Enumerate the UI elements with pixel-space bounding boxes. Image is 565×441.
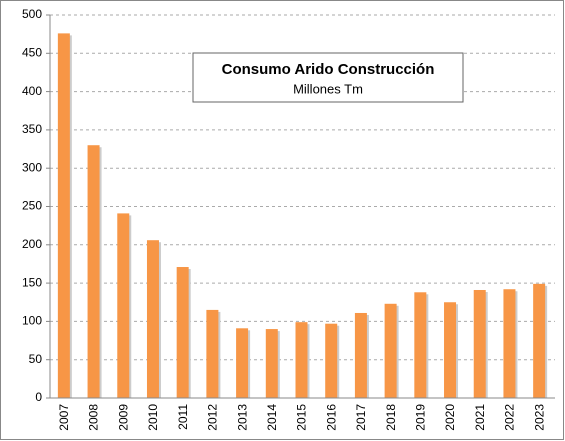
x-tick-label: 2009 bbox=[116, 404, 130, 431]
x-tick-label: 2012 bbox=[206, 404, 220, 431]
y-tick-label: 350 bbox=[22, 122, 42, 136]
bar bbox=[87, 145, 100, 398]
bar bbox=[176, 267, 189, 398]
title-box bbox=[192, 52, 464, 103]
bar bbox=[265, 329, 278, 398]
y-tick-label: 450 bbox=[22, 45, 42, 59]
y-tick-label: 500 bbox=[22, 7, 42, 21]
y-tick-label: 400 bbox=[22, 84, 42, 98]
bar bbox=[325, 323, 338, 398]
bar bbox=[146, 240, 159, 398]
y-tick-label: 300 bbox=[22, 160, 42, 174]
bar bbox=[444, 302, 457, 398]
x-tick-label: 2014 bbox=[265, 404, 279, 431]
bar bbox=[354, 312, 367, 398]
y-tick-label: 250 bbox=[22, 199, 42, 213]
x-tick-label: 2011 bbox=[176, 404, 190, 430]
x-tick-label: 2008 bbox=[87, 404, 101, 431]
bar bbox=[206, 309, 219, 398]
y-tick-label: 50 bbox=[29, 352, 43, 366]
y-tick-label: 100 bbox=[22, 314, 42, 328]
bar bbox=[236, 328, 249, 398]
bar bbox=[414, 292, 427, 398]
x-tick-label: 2020 bbox=[443, 404, 457, 431]
bar bbox=[503, 289, 516, 398]
x-tick-label: 2018 bbox=[384, 404, 398, 431]
x-tick-label: 2015 bbox=[295, 404, 309, 431]
x-tick-label: 2017 bbox=[354, 404, 368, 431]
chart-subtitle: Millones Tm bbox=[293, 81, 363, 96]
y-tick-label: 200 bbox=[22, 237, 42, 251]
bar bbox=[533, 283, 546, 398]
bar bbox=[57, 33, 70, 398]
x-tick-label: 2013 bbox=[235, 404, 249, 431]
x-tick-label: 2019 bbox=[413, 404, 427, 431]
x-tick-label: 2010 bbox=[146, 404, 160, 431]
bar bbox=[117, 213, 130, 398]
x-tick-label: 2007 bbox=[57, 404, 71, 431]
bar bbox=[384, 303, 397, 398]
x-tick-label: 2022 bbox=[503, 404, 517, 431]
bars bbox=[57, 33, 548, 398]
chart-title: Consumo Arido Construcción bbox=[222, 61, 435, 78]
x-tick-label: 2023 bbox=[532, 404, 546, 431]
y-tick-label: 0 bbox=[35, 390, 42, 404]
y-tick-label: 150 bbox=[22, 275, 42, 289]
x-tick-label: 2021 bbox=[473, 404, 487, 431]
bar bbox=[473, 289, 486, 398]
bar bbox=[295, 322, 308, 398]
x-tick-label: 2016 bbox=[324, 404, 338, 431]
